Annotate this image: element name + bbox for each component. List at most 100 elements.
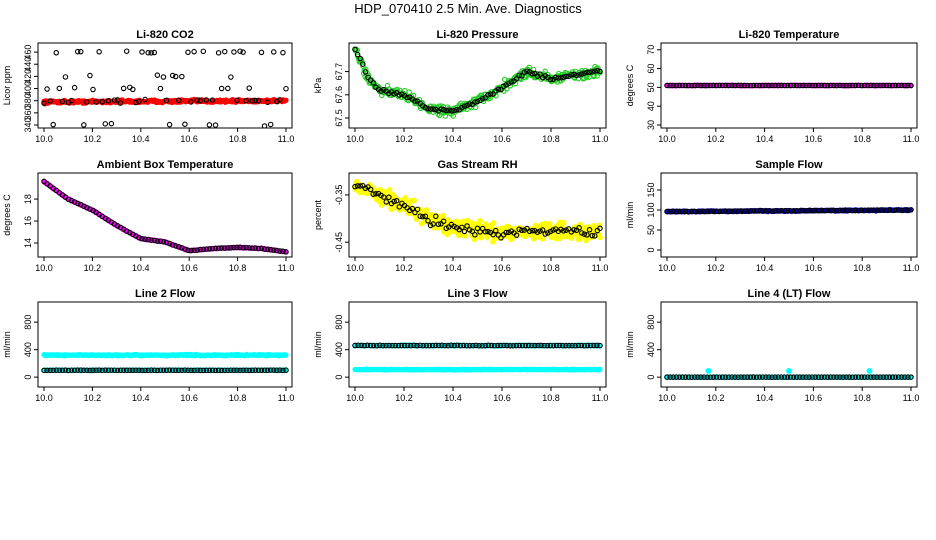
- series-average-point: [763, 374, 769, 380]
- series-average-point: [498, 86, 504, 93]
- series-average-point: [448, 342, 454, 349]
- x-tick-label: 10.8: [853, 134, 871, 144]
- series-raw-point: [423, 207, 430, 213]
- series-average-point: [255, 245, 262, 252]
- plot-frame: [37, 42, 293, 129]
- series-average-point: [821, 374, 828, 380]
- series-average-point: [255, 367, 262, 373]
- series-average-point: [127, 367, 133, 374]
- series-average-point: [504, 342, 510, 349]
- series-average-point: [868, 374, 874, 380]
- series-average-point: [778, 207, 785, 214]
- series-average-point: [790, 374, 797, 380]
- series-average-point: [492, 227, 499, 234]
- series-average-point: [852, 82, 859, 89]
- series-average-point: [495, 86, 502, 93]
- series-average-point: [249, 98, 256, 104]
- series-average-point: [370, 342, 377, 349]
- x-tick-label: 10.4: [756, 263, 774, 273]
- series-average-point: [747, 208, 754, 214]
- series-average-point: [206, 367, 213, 374]
- series-average-point: [664, 82, 670, 89]
- series-average-point: [261, 246, 268, 252]
- series-raw-high-point: [283, 352, 289, 358]
- series-raw-point: [560, 219, 567, 226]
- series-average-point: [212, 367, 219, 374]
- series-average-point: [692, 82, 698, 89]
- series-average-point: [215, 367, 222, 373]
- series-average-point: [258, 367, 265, 374]
- series-average-point: [209, 367, 216, 373]
- series-average-point: [148, 50, 154, 56]
- series-average-point: [840, 207, 846, 214]
- series-average-point: [194, 247, 200, 253]
- series-average-point: [197, 98, 203, 104]
- series-average-point: [506, 229, 512, 236]
- series-average-point: [50, 121, 56, 128]
- series-average-point: [809, 82, 815, 89]
- series-average-point: [228, 74, 234, 80]
- series-average-point: [283, 367, 289, 373]
- series-average-point: [391, 91, 397, 97]
- series-raw-point: [594, 73, 600, 79]
- series-average-point: [673, 374, 680, 380]
- y-tick-label: 70: [646, 45, 656, 55]
- series-average-point: [383, 342, 389, 349]
- series-average-point: [209, 97, 216, 103]
- series-average-point: [800, 374, 806, 380]
- series-average-point: [716, 82, 723, 89]
- series-average-point: [191, 48, 197, 55]
- x-tick-label: 10.6: [180, 263, 198, 273]
- series-average-point: [65, 367, 72, 374]
- series-average-point: [769, 208, 775, 214]
- x-tick-label: 10.0: [35, 263, 53, 273]
- x-tick-label: 10.4: [444, 263, 462, 273]
- series-average-point: [172, 243, 179, 249]
- series-average-point: [594, 67, 601, 74]
- plot-frame: [660, 172, 918, 258]
- series-average-point: [793, 208, 800, 214]
- series-average-point: [787, 208, 794, 214]
- x-tick-label: 11.0: [278, 134, 295, 144]
- series-average-point: [130, 367, 136, 373]
- series-average-point: [270, 247, 277, 253]
- series-average-point: [364, 342, 371, 349]
- series-average-point: [479, 225, 486, 232]
- series-average-point: [212, 122, 219, 128]
- series-average-point: [682, 374, 689, 380]
- series-average-point: [383, 199, 390, 205]
- series-average-point: [535, 342, 541, 349]
- y-tick-label: 440: [23, 57, 33, 72]
- plot-area: [664, 82, 914, 89]
- series-average-point: [139, 367, 145, 374]
- series-average-point: [726, 82, 732, 89]
- x-tick-label: 10.4: [444, 134, 462, 144]
- plot-frame: [660, 301, 918, 388]
- series-average-point: [812, 207, 819, 214]
- y-tick-label: 400: [646, 342, 656, 357]
- series-average-point: [430, 106, 436, 112]
- series-average-point: [735, 82, 741, 89]
- x-tick-label: 10.0: [658, 263, 676, 273]
- series-average-point: [710, 208, 717, 215]
- series-average-point: [277, 97, 283, 103]
- series-average-point: [750, 82, 757, 89]
- series-average-point: [843, 374, 849, 380]
- series-average-point: [877, 82, 883, 89]
- series-average-point: [68, 367, 75, 373]
- series-average-point: [157, 367, 164, 373]
- series-average-point: [542, 231, 549, 237]
- series-average-point: [487, 91, 494, 97]
- series-average-point: [756, 82, 763, 89]
- y-tick-label: -0.35: [334, 185, 344, 206]
- series-average-point: [78, 367, 84, 373]
- series-average-point: [252, 97, 259, 104]
- series-average-point: [892, 82, 899, 89]
- x-tick-label: 11.0: [903, 263, 920, 273]
- series-average-point: [197, 246, 203, 253]
- x-tick-label: 10.4: [444, 393, 462, 403]
- x-tick-label: 10.0: [346, 393, 364, 403]
- series-average-point: [81, 122, 87, 128]
- series-average-point: [732, 374, 738, 380]
- series-average-point: [516, 226, 522, 233]
